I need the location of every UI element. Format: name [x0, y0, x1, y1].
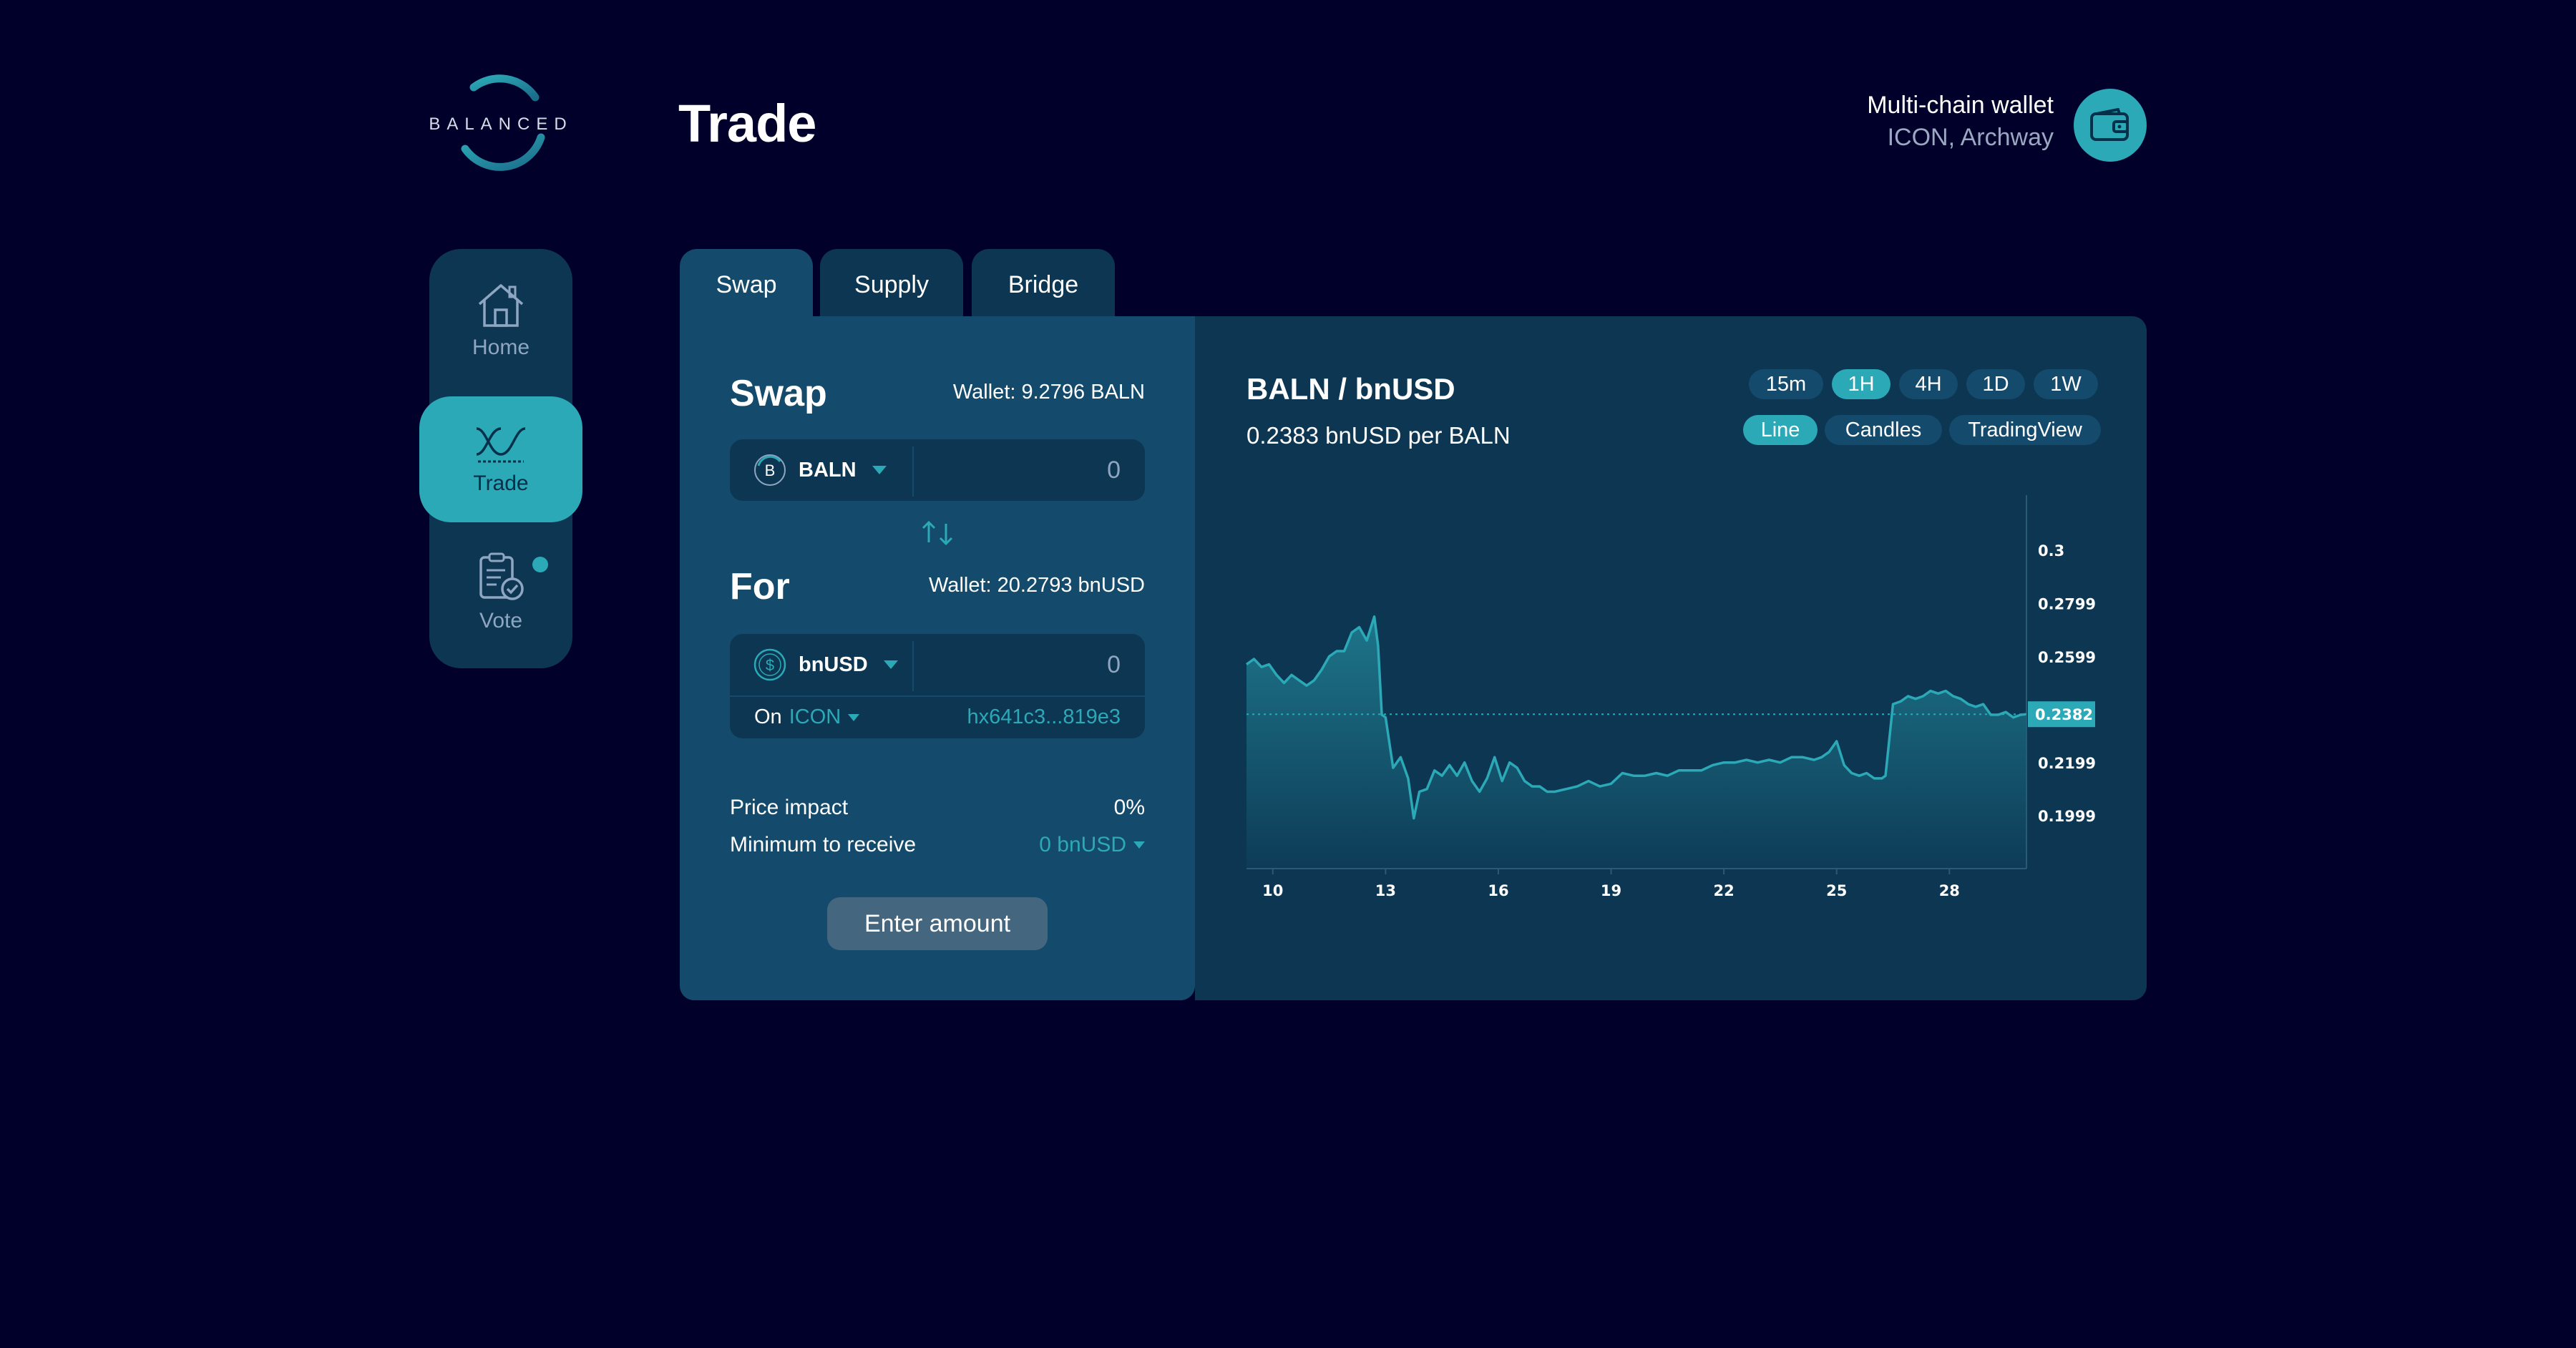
price-area: [1246, 616, 2026, 869]
from-token-name: BALN: [799, 458, 857, 482]
price-impact-value: 0%: [1113, 796, 1145, 819]
chevron-down-icon: [848, 713, 860, 721]
recipient-address[interactable]: hx641c3...819e3: [967, 705, 1121, 728]
on-label: On: [754, 705, 782, 728]
swap-to-title: For: [730, 566, 790, 607]
interval-4h[interactable]: 4H: [1899, 369, 1958, 399]
y-tick-label: 0.1999: [2038, 808, 2096, 825]
trade-icon: [476, 427, 526, 463]
chart-panel: BALN / bnUSD 0.2383 bnUSD per BALN 15m 1…: [1195, 316, 2147, 1000]
nav-item-home[interactable]: Home: [429, 263, 572, 378]
y-tick-label: 0.2799: [2038, 596, 2096, 613]
swap-arrows-icon: [922, 520, 953, 546]
from-token-box: B BALN 0: [730, 439, 1145, 501]
wallet-button[interactable]: [2074, 89, 2147, 162]
switch-direction-button[interactable]: [919, 518, 957, 550]
nav-item-trade[interactable]: Trade: [419, 396, 582, 522]
to-token-box: $ bnUSD 0 On ICON hx641c3...819e3: [730, 634, 1145, 738]
chain-selector[interactable]: On ICON: [754, 705, 860, 729]
wallet-title: Multi-chain wallet: [1867, 92, 2054, 119]
min-receive-label: Minimum to receive: [730, 833, 917, 856]
chevron-down-icon: [883, 660, 898, 669]
x-tick-label: 28: [1939, 882, 1960, 899]
home-icon: [478, 284, 524, 327]
x-tick-label: 22: [1714, 882, 1735, 899]
min-receive-dropdown[interactable]: 0 bnUSD: [1039, 833, 1145, 857]
x-tick-label: 25: [1826, 882, 1847, 899]
tab-swap[interactable]: Swap: [680, 249, 813, 321]
nav-item-label: Trade: [473, 472, 529, 495]
from-amount-input[interactable]: 0: [1107, 456, 1121, 484]
price-impact-label: Price impact: [730, 796, 849, 819]
chevron-down-icon: [1133, 841, 1145, 849]
nav-item-label: Home: [472, 336, 530, 359]
view-candles[interactable]: Candles: [1825, 415, 1942, 445]
interval-1w[interactable]: 1W: [2034, 369, 2098, 399]
nav-item-vote[interactable]: Vote: [429, 535, 572, 650]
min-receive-value: 0 bnUSD: [1039, 833, 1126, 856]
y-tick-label: 0.2199: [2038, 755, 2096, 772]
svg-text:$: $: [766, 656, 774, 674]
balanced-logo[interactable]: BALANCED: [422, 69, 580, 183]
x-tick-label: 10: [1262, 882, 1283, 899]
to-amount-input[interactable]: 0: [1107, 651, 1121, 678]
enter-amount-button[interactable]: Enter amount: [827, 897, 1048, 950]
y-tick-label: 0.3: [2038, 542, 2064, 560]
wallet-info[interactable]: Multi-chain wallet ICON, Archway: [1867, 92, 2054, 152]
x-tick-label: 16: [1488, 882, 1508, 899]
tab-supply[interactable]: Supply: [820, 249, 963, 321]
to-token-name: bnUSD: [799, 653, 868, 676]
interval-1d[interactable]: 1D: [1966, 369, 2025, 399]
y-tick-label: 0.2599: [2038, 649, 2096, 666]
from-token-selector[interactable]: B BALN: [730, 439, 912, 501]
bnusd-token-icon: $: [753, 648, 786, 681]
price-line: [1245, 615, 2027, 820]
pair-title: BALN / bnUSD: [1246, 372, 1455, 406]
view-tradingview[interactable]: TradingView: [1949, 415, 2101, 445]
vote-icon: [479, 552, 524, 600]
swap-panel: Swap Wallet: 9.2796 BALN B BALN 0 For Wa…: [680, 316, 1195, 1000]
wallet-chains: ICON, Archway: [1887, 124, 2054, 151]
to-wallet-balance[interactable]: Wallet: 20.2793 bnUSD: [929, 574, 1145, 597]
chain-name: ICON: [789, 705, 841, 728]
chevron-down-icon: [872, 466, 887, 474]
view-line[interactable]: Line: [1743, 415, 1818, 445]
interval-15m[interactable]: 15m: [1749, 369, 1823, 399]
current-price-tag: [2028, 701, 2095, 728]
divider: [912, 446, 914, 497]
interval-1h[interactable]: 1H: [1832, 369, 1890, 399]
logo-ring-icon: [461, 74, 545, 171]
logo-text: BALANCED: [429, 114, 573, 134]
x-tick-label: 19: [1601, 882, 1621, 899]
swap-from-title: Swap: [730, 373, 827, 414]
nav-item-label: Vote: [479, 609, 523, 633]
to-token-selector[interactable]: $ bnUSD: [730, 634, 912, 695]
price-chart[interactable]: 0.3 0.2799 0.2599 0.2199 0.1999 10 13 16 19 22 25 2…: [1195, 316, 2147, 1000]
pair-price: 0.2383 bnUSD per BALN: [1246, 422, 1511, 449]
baln-token-icon: B: [754, 454, 786, 486]
from-wallet-balance[interactable]: Wallet: 9.2796 BALN: [952, 381, 1145, 404]
page-title: Trade: [678, 94, 816, 153]
vote-notification-badge: [532, 557, 548, 572]
svg-text:B: B: [765, 461, 776, 479]
x-tick-label: 13: [1375, 882, 1396, 899]
divider: [730, 695, 1145, 697]
current-price-label: 0.2382: [2035, 706, 2093, 723]
divider: [912, 641, 914, 691]
tab-bridge[interactable]: Bridge: [972, 249, 1115, 321]
wallet-icon: [2090, 108, 2129, 141]
sidebar-nav: Home Trade Vote: [419, 249, 582, 668]
